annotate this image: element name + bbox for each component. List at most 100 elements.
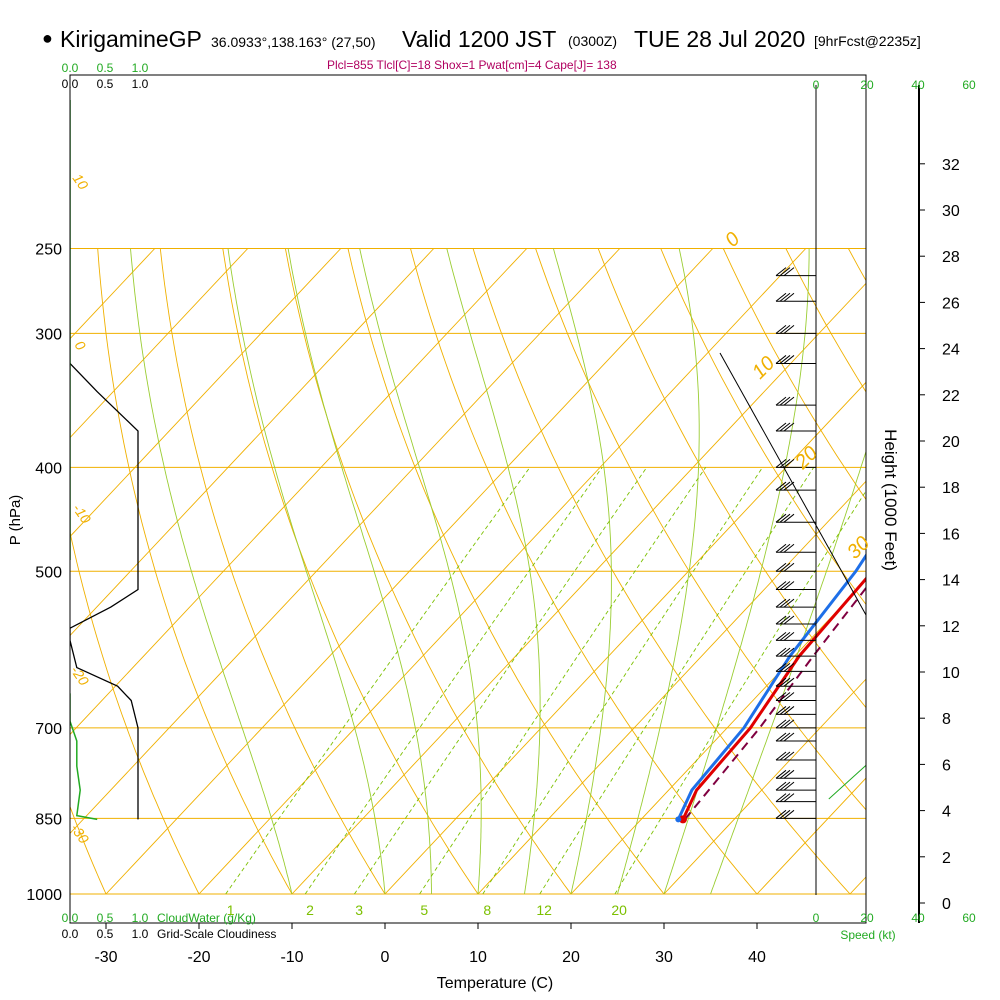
- wind-barb-feather: [783, 422, 795, 432]
- pressure-tick-label: 1000: [26, 887, 62, 904]
- pressure-tick-label: 500: [35, 564, 62, 581]
- wind-barb-feather: [779, 615, 791, 625]
- wind-barb: [775, 615, 816, 625]
- dry-adiabat-line: [70, 530, 200, 895]
- wind-barb-feather: [775, 732, 787, 742]
- mixing-ratio-label: 12: [536, 902, 552, 918]
- cloudiness-legend-label: Grid-Scale Cloudiness: [157, 927, 276, 941]
- x-tick-label: 30: [655, 949, 673, 966]
- station-name: KirigamineGP: [60, 26, 202, 52]
- mixing-ratio-line: [419, 467, 707, 895]
- wind-barb-feather: [779, 581, 791, 590]
- isotherm-line: [70, 248, 528, 736]
- wind-barb: [775, 663, 816, 672]
- wind-barb-feather: [779, 692, 791, 701]
- mixing-ratio-line: [539, 467, 815, 895]
- wind-barb-feather: [779, 769, 791, 779]
- wind-barb-feather: [779, 663, 791, 672]
- x-tick-label: -30: [94, 949, 117, 966]
- wind-barb-feather: [783, 581, 795, 590]
- dry-adiabat-line: [284, 248, 572, 895]
- wind-barb-feather: [783, 481, 795, 491]
- dry-adiabat-label: 0: [72, 338, 90, 354]
- cloudiness-scale-bottom-label: 1.0: [132, 927, 149, 941]
- wind-barb: [775, 732, 816, 742]
- moist-adiabat-line: [287, 248, 432, 894]
- wind-barb: [775, 719, 816, 729]
- wind-barb-feather: [775, 543, 787, 553]
- pressure-tick-label: 250: [35, 242, 62, 259]
- forecast-info: [9hrFcst@2235z]: [814, 33, 921, 49]
- height-tick-label: 26: [942, 295, 960, 312]
- isotherm-line: [849, 876, 866, 895]
- wind-barb-feather: [783, 809, 795, 819]
- dry-adiabat-label: -20: [68, 663, 93, 689]
- wind-barb-feather: [775, 663, 787, 672]
- surface-dewpoint-point: [675, 816, 682, 823]
- wind-barb-feather: [775, 751, 787, 761]
- wind-barb-feather: [779, 292, 791, 302]
- pressure-tick-label: 850: [35, 811, 62, 828]
- height-tick-label: 10: [942, 665, 960, 682]
- x-tick-label: 0: [381, 949, 390, 966]
- mixing-ratio-label: 5: [420, 902, 428, 918]
- wind-barb: [775, 706, 816, 715]
- wind-barb-feather: [783, 325, 795, 334]
- x-tick-label: 40: [748, 949, 766, 966]
- height-tick-label: 22: [942, 388, 960, 405]
- wind-barb-feather: [775, 631, 787, 641]
- surface-temp-point: [678, 815, 687, 824]
- wind-barb-feather: [783, 751, 795, 761]
- speed-bottom-tick-label: 0: [813, 911, 820, 925]
- speed-top-tick-label: 60: [962, 78, 976, 92]
- cloudwater-scale-top-label: 0.0: [62, 61, 79, 75]
- wind-barb-feather: [783, 562, 795, 572]
- cloudwater-scale-top-label: 1.0: [132, 61, 149, 75]
- moist-adiabat-line: [130, 248, 293, 895]
- dry-adiabat-line: [535, 248, 866, 811]
- cloudiness-scale-bottom-label: 0.0: [62, 927, 79, 941]
- mixing-ratio-label: 1: [227, 902, 235, 918]
- wind-barb-feather: [775, 513, 787, 523]
- pressure-tick-label: 700: [35, 721, 62, 738]
- moist-adiabat-line: [227, 248, 386, 895]
- wind-barb-feather: [775, 781, 787, 791]
- dry-adiabat-line: [472, 248, 851, 895]
- height-tick-label: 32: [942, 157, 960, 174]
- wind-barb-feather: [783, 732, 795, 742]
- wind-barb-feather: [775, 458, 787, 468]
- wind-barb: [775, 562, 816, 572]
- isotherm-line: [70, 248, 435, 637]
- wind-barb-feather: [775, 647, 787, 657]
- wind-barb: [775, 769, 816, 779]
- wind-barb: [775, 677, 816, 687]
- isotherm-line: [70, 248, 249, 439]
- wind-barb: [775, 292, 816, 302]
- wind-barb: [775, 581, 816, 591]
- dry-adiabat-line: [159, 248, 386, 895]
- wind-barb-feather: [783, 706, 795, 715]
- isotherm-line: [291, 282, 866, 895]
- isotherm-line: [663, 678, 866, 895]
- mixing-ratio-label: 2: [306, 902, 314, 918]
- wind-barb-feather: [779, 793, 791, 802]
- isotherm-line: [105, 248, 714, 895]
- mixing-ratio-label: 20: [611, 902, 627, 918]
- isotherm-label: 10: [748, 352, 779, 383]
- isotherm-line: [70, 248, 342, 538]
- wind-barb: [775, 692, 816, 702]
- stability-indices: Plcl=855 Tlcl[C]=18 Shox=1 Pwat[cm]=4 Ca…: [327, 58, 617, 72]
- moist-adiabat-line: [663, 248, 810, 895]
- wind-barb: [775, 396, 816, 406]
- wind-barb: [775, 267, 816, 277]
- utc-time: (0300Z): [568, 33, 618, 49]
- dry-adiabat-label: -30: [68, 821, 93, 847]
- wind-barb: [775, 781, 816, 791]
- wind-barb-feather: [779, 422, 791, 432]
- dewpoint-line: [676, 553, 866, 821]
- wind-barb: [775, 647, 816, 657]
- mixing-ratio-label: 3: [355, 902, 363, 918]
- wind-barb-feather: [775, 598, 787, 608]
- wind-barb-feather: [783, 598, 795, 608]
- isotherm-label: 20: [790, 442, 822, 474]
